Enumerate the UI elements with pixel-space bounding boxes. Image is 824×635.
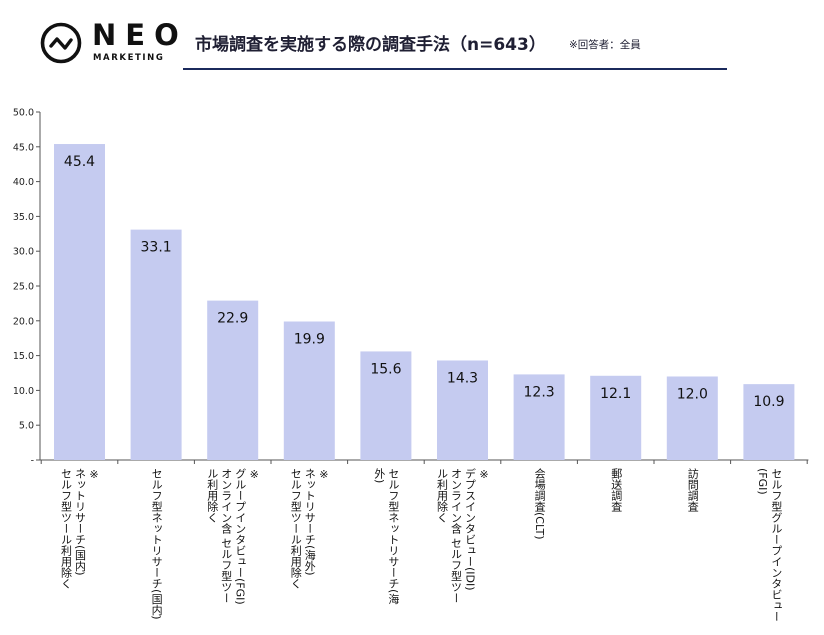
- logo-subtext: MARKETING: [93, 53, 165, 63]
- bar-value-label: 33.1: [141, 240, 172, 256]
- bar-value-label: 45.4: [64, 154, 95, 170]
- y-tick-label: -: [31, 456, 34, 467]
- neo-logo-icon: [40, 22, 82, 64]
- y-tick-label: 10.0: [13, 386, 34, 397]
- bar: [666, 376, 718, 460]
- chart-header: NEO MARKETING 市場調査を実施する際の調査手法（n=643） ※回答…: [0, 0, 824, 80]
- y-tick-label: 15.0: [13, 351, 34, 362]
- bar: [207, 300, 259, 460]
- bar-value-label: 19.9: [294, 331, 325, 347]
- bar: [283, 321, 335, 460]
- bar: [513, 374, 565, 460]
- x-category-label: セルフ型ネットリサーチ(国内): [150, 468, 164, 620]
- logo-wordmark: NEO: [92, 18, 188, 52]
- y-tick-label: 50.0: [13, 108, 34, 119]
- respondent-note: ※回答者：全員: [569, 39, 641, 51]
- y-tick-label: 25.0: [13, 282, 34, 293]
- bar: [360, 351, 412, 460]
- x-category-label: 会場調査(CLT): [533, 468, 547, 540]
- bar: [130, 229, 182, 460]
- x-category-label: セルフ型ネットリサーチ(海 外): [372, 468, 400, 605]
- x-category-label: セルフ型グループインタビュー (FGI): [755, 468, 783, 622]
- bar-value-label: 22.9: [217, 311, 248, 327]
- header-rule: [183, 68, 727, 70]
- y-tick-label: 5.0: [19, 421, 34, 432]
- bar-value-label: 12.1: [600, 386, 631, 402]
- bar: [54, 144, 105, 461]
- bar: [590, 375, 642, 460]
- x-category-label: ※ ネットリサーチ(国内) セルフ型ツール利用除く: [59, 468, 101, 589]
- y-tick-label: 45.0: [13, 142, 34, 153]
- bar-value-label: 10.9: [753, 394, 784, 410]
- bar-value-label: 14.3: [447, 370, 478, 386]
- bar: [437, 360, 488, 460]
- bar-value-label: 12.0: [677, 386, 708, 402]
- bar-value-label: 12.3: [524, 384, 555, 400]
- x-category-label: ※ ネットリサーチ(海外) セルフ型ツール利用除く: [289, 468, 331, 589]
- chart-title: 市場調査を実施する際の調査手法（n=643）: [195, 35, 546, 55]
- y-tick-label: 20.0: [13, 316, 34, 327]
- x-category-label: ※ デプスインタビュー(IDI) オンライン含 セルフ型ツー ル利用除く: [435, 468, 491, 604]
- x-category-label: ※ グループインタビュー(FGI) オンライン含 セルフ型ツー ル利用除く: [205, 468, 261, 605]
- y-tick-label: 40.0: [13, 177, 34, 188]
- y-tick-label: 35.0: [13, 212, 34, 223]
- y-tick-label: 30.0: [13, 247, 34, 258]
- bar: [743, 384, 795, 460]
- x-category-label: 郵送調査: [609, 468, 623, 512]
- bar-value-label: 15.6: [370, 361, 401, 377]
- x-category-label: 訪問調査: [686, 468, 700, 512]
